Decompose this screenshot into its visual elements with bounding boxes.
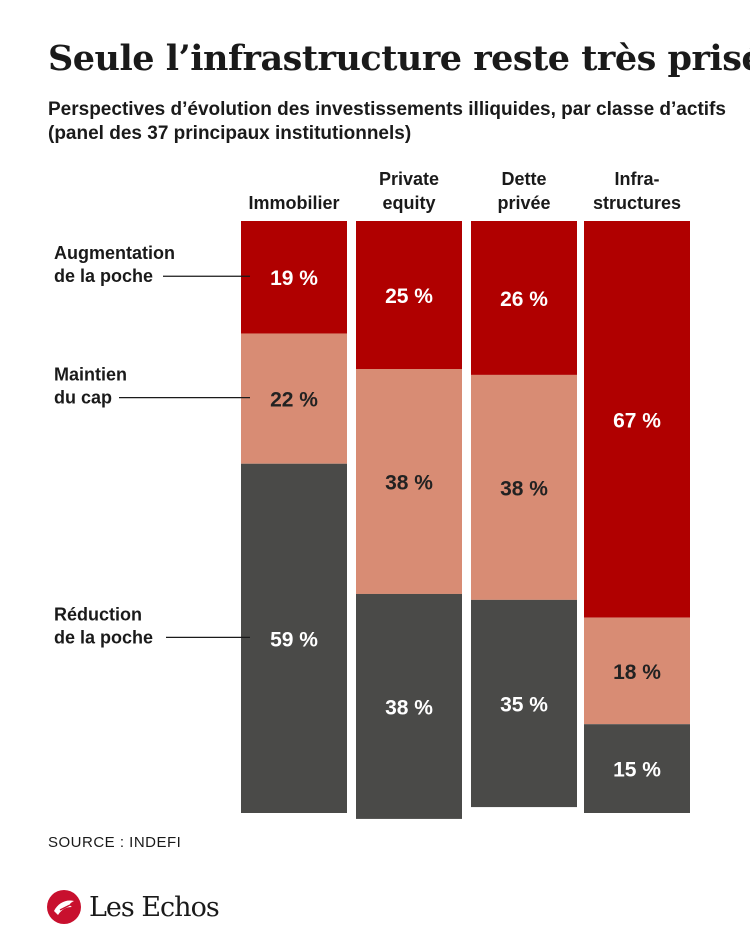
data-label: 19 % [270,267,318,290]
data-label: 38 % [385,471,433,494]
subtitle-line: (panel des 37 principaux institutionnels… [48,123,412,144]
bar-segment [356,369,462,594]
bar-segment [356,221,462,369]
bar-segment [241,221,347,334]
data-label: 15 % [613,759,661,782]
data-label: 38 % [385,696,433,719]
legend-label: Maintien du cap [54,365,127,408]
subtitle-line: Perspectives d’évolution des investissem… [48,99,726,120]
data-label: 18 % [613,661,661,684]
legend-label: Augmentation de la poche [54,243,175,286]
source-note: SOURCE : INDEFI [48,834,182,851]
category-label: Private equity [379,169,439,213]
les-echos-emblem-icon [47,890,81,924]
bar-segment [356,593,462,819]
bar-segment [471,599,577,808]
legend-label: Réduction de la poche [54,604,153,647]
bar-segment [584,221,690,618]
category-label: Immobilier [248,193,339,213]
data-label: 67 % [613,409,661,432]
bar-segment [584,617,690,725]
category-label: Infra-structures [593,169,681,213]
bar-segment [241,333,347,464]
stacked-bar-chart: Immobilier Private equity Dette privée Infra-… [54,169,690,819]
brand-name: Les Echos [89,891,220,923]
data-label: 38 % [500,477,548,500]
data-label: 26 % [500,288,548,311]
data-label: 22 % [270,389,318,412]
chart-subtitle: Perspectives d’évolution des investissem… [48,98,726,146]
bar-segment [241,463,347,813]
data-label: 25 % [385,285,433,308]
data-label: 35 % [500,693,548,716]
bar-segment [471,221,577,375]
bar-segment [471,374,577,600]
bar-segment [584,724,690,813]
chart-title: Seule l’infrastructure reste très prisée [48,38,750,79]
les-echos-logo: Les Echos [46,889,220,925]
category-label: Dette privée [497,169,550,213]
data-label: 59 % [270,628,318,651]
